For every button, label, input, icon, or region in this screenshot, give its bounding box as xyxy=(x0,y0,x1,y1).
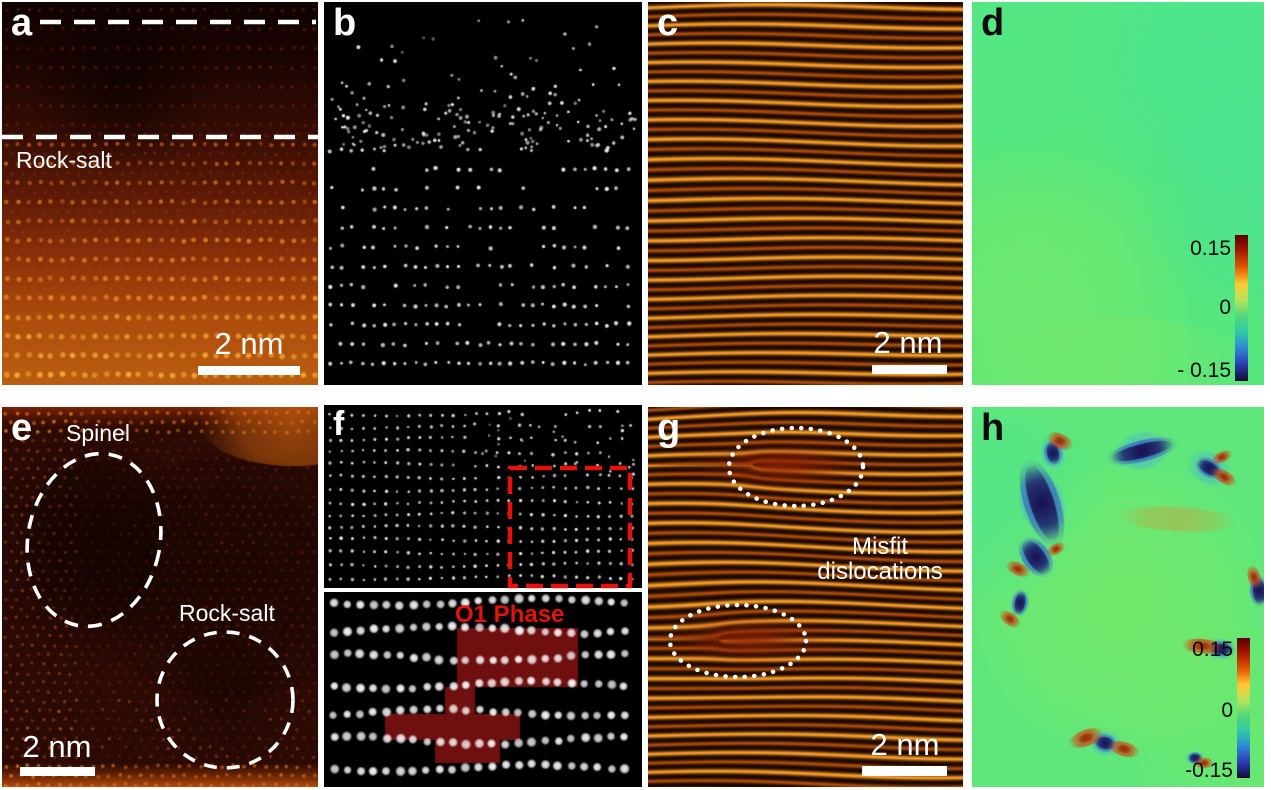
rock-salt-region-label: Rock-salt xyxy=(16,147,112,173)
panel-h-label: h xyxy=(981,407,1005,449)
panel-a-label: a xyxy=(11,2,33,44)
colorbar-mid-label: 0 xyxy=(1221,699,1233,722)
panel-c-label: c xyxy=(657,2,679,44)
colorbar-min-label: - 0.15 xyxy=(1177,359,1231,382)
panel-h: h 0.15 0 -0.15 xyxy=(972,407,1264,787)
scale-bar xyxy=(198,366,300,375)
panel-d-label: d xyxy=(981,2,1005,44)
colorbar-max-label: 0.15 xyxy=(1190,237,1231,260)
panel-b: b xyxy=(324,2,642,385)
panel-f-overview-atom-map xyxy=(324,405,642,588)
scale-bar-text: 2 nm xyxy=(873,325,943,360)
misfit-line1: Misfit xyxy=(852,533,908,560)
panel-h-strain-map xyxy=(972,407,1264,787)
panel-f-zoomed-atom-map xyxy=(324,592,642,787)
colorbar-gradient xyxy=(1237,638,1250,778)
panel-b-label: b xyxy=(333,2,357,44)
scale-bar xyxy=(862,766,947,776)
misfit-line2: dislocations xyxy=(817,558,943,586)
scale-bar-text: 2 nm xyxy=(870,727,940,762)
panel-f-label: f xyxy=(333,405,345,443)
misfit-dislocations-label: Misfit dislocations xyxy=(785,533,963,586)
panel-d: d 0.15 0 - 0.15 xyxy=(972,2,1264,385)
rock-salt-region-label: Rock-salt xyxy=(179,600,275,626)
colorbar-max-label: 0.15 xyxy=(1192,638,1233,661)
colorbar-min-label: -0.15 xyxy=(1185,759,1233,782)
panel-c: c 2 nm xyxy=(648,2,963,385)
scale-bar-text: 2 nm xyxy=(22,729,92,764)
scale-bar xyxy=(872,365,947,374)
panel-d-strain-map xyxy=(972,2,1264,385)
panel-e: e Spinel Rock-salt 2 nm xyxy=(2,407,318,787)
o1-phase-label: O1 Phase xyxy=(455,601,565,628)
scale-bar xyxy=(20,767,95,776)
panel-a: a Rock-salt 2 nm xyxy=(2,2,318,385)
scale-bar-text: 2 nm xyxy=(214,326,284,361)
colorbar-gradient xyxy=(1235,235,1248,381)
spinel-region-label: Spinel xyxy=(66,420,130,446)
panel-g: g Misfit dislocations 2 nm xyxy=(648,407,963,787)
panel-b-atom-map xyxy=(324,2,642,385)
colorbar-mid-label: 0 xyxy=(1219,296,1231,319)
panel-c-fringe-image xyxy=(648,2,963,385)
panel-e-label: e xyxy=(11,407,33,449)
panel-g-label: g xyxy=(657,407,681,449)
panel-a-stem-image xyxy=(2,2,318,385)
panel-f: f O1 Phase xyxy=(324,405,642,787)
